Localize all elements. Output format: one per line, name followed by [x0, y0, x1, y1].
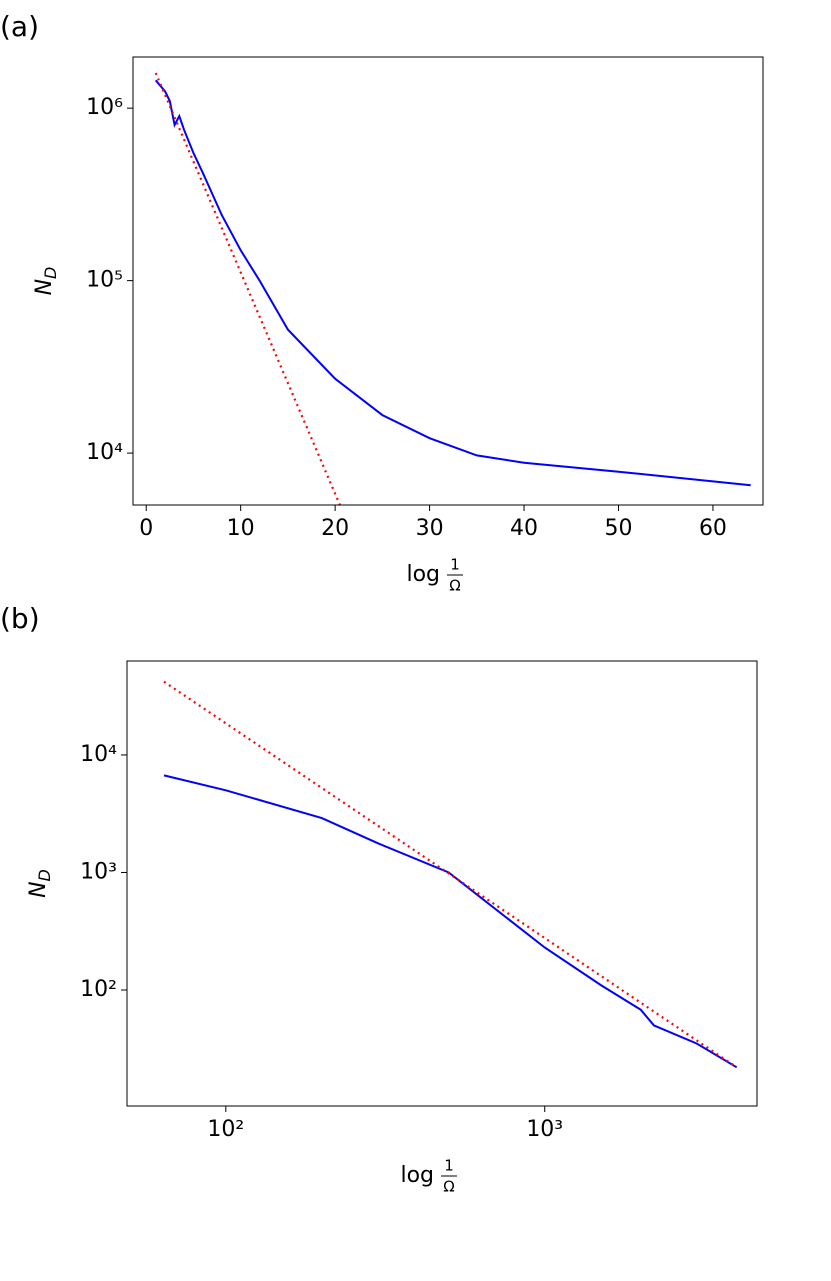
y-label: ND [26, 869, 54, 898]
x-tick-label: 40 [510, 516, 538, 541]
x-label-denominator: Ω [443, 1178, 454, 1196]
x-tick-label: 10³ [526, 1117, 563, 1142]
x-tick-label: 10² [207, 1117, 244, 1142]
x-tick-label: 10 [227, 516, 255, 541]
data-line [154, 79, 751, 487]
x-label-numerator: 1 [450, 556, 460, 574]
y-tick-label: 10⁶ [86, 95, 123, 120]
x-tick-label: 50 [604, 516, 632, 541]
panel-label: (a) [0, 10, 39, 43]
panel-label: (b) [0, 602, 40, 635]
y-label-main: N [32, 279, 57, 295]
data-line [163, 774, 738, 1069]
axes-frame [132, 56, 764, 506]
x-label-denominator: Ω [449, 577, 460, 595]
x-tick-label: 0 [139, 516, 153, 541]
data-line [154, 72, 341, 505]
x-label: log [406, 562, 440, 587]
x-label-numerator: 1 [444, 1157, 454, 1175]
y-label-sub: D [41, 267, 60, 279]
axes-frame [126, 660, 758, 1107]
x-tick-label: 20 [321, 516, 349, 541]
y-tick-label: 10⁴ [80, 742, 117, 767]
data-line [163, 680, 738, 1069]
y-tick-label: 10⁴ [86, 440, 123, 465]
y-tick-label: 10² [80, 977, 117, 1002]
y-tick-label: 10³ [80, 859, 117, 884]
x-tick-label: 30 [416, 516, 444, 541]
y-label-sub: D [35, 869, 54, 881]
y-label-main: N [26, 881, 51, 897]
x-tick-label: 60 [699, 516, 727, 541]
y-tick-label: 10⁵ [86, 268, 123, 293]
y-label: ND [32, 267, 60, 296]
x-label: log [400, 1163, 434, 1188]
